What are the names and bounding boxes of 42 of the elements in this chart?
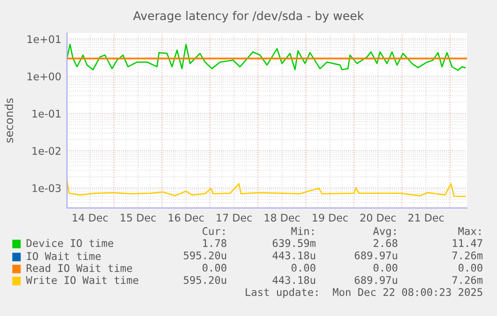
line-series: [67, 44, 466, 71]
legend-label: Write IO Wait time: [26, 276, 138, 284]
y-tick-label: 1e-01: [32, 110, 60, 118]
text: Avg:: [373, 227, 396, 238]
text: Last update: Mon Dec 22 08:00:23 2025: [246, 288, 482, 298]
text: 2.68: [374, 239, 398, 248]
text: 7.26m: [452, 276, 483, 284]
text: 443.18u: [272, 276, 316, 284]
y-tick-label: 1e-03: [32, 184, 61, 192]
text: Max:: [458, 227, 480, 236]
x-tick-label: 15 Dec: [120, 214, 156, 222]
text: 595.20u: [184, 251, 226, 260]
text: Cur:: [202, 227, 224, 236]
text: 1.78: [203, 239, 226, 248]
text: 0.00: [202, 264, 226, 272]
text: 689.97u: [354, 251, 398, 260]
text: 443.18u: [272, 251, 316, 260]
x-tick-label: 18 Dec: [264, 214, 300, 222]
y-axis-title: seconds: [4, 98, 14, 143]
text: 11.47: [452, 239, 482, 247]
x-tick-label: 21 Dec: [408, 214, 444, 222]
text: 0.00: [374, 264, 398, 272]
text: 595.20u: [184, 276, 226, 284]
y-tick-label: 1e-02: [32, 146, 60, 155]
text: 7.26m: [452, 251, 483, 260]
line-series: [67, 180, 466, 197]
chart-title: Average latency for /dev/sda - by week: [133, 11, 364, 22]
y-tick-label: 1e+01: [28, 35, 60, 44]
x-tick-label: 14 Dec: [72, 214, 108, 222]
text: 639.59m: [272, 239, 316, 248]
legend-label: Read IO Wait time: [26, 264, 132, 272]
text: Min:: [291, 226, 314, 235]
text: 689.97u: [354, 276, 398, 284]
x-tick-label: 16 Dec: [168, 214, 204, 222]
x-tick-label: 17 Dec: [216, 214, 252, 222]
y-tick-label: 1e+00: [28, 72, 61, 80]
text: 0.00: [458, 264, 482, 272]
x-tick-label: 20 Dec: [360, 214, 396, 222]
x-tick-label: 19 Dec: [312, 214, 348, 222]
legend-label: IO Wait time: [27, 252, 101, 260]
text: 0.00: [292, 264, 316, 272]
legend-label: Device IO time: [26, 238, 114, 248]
